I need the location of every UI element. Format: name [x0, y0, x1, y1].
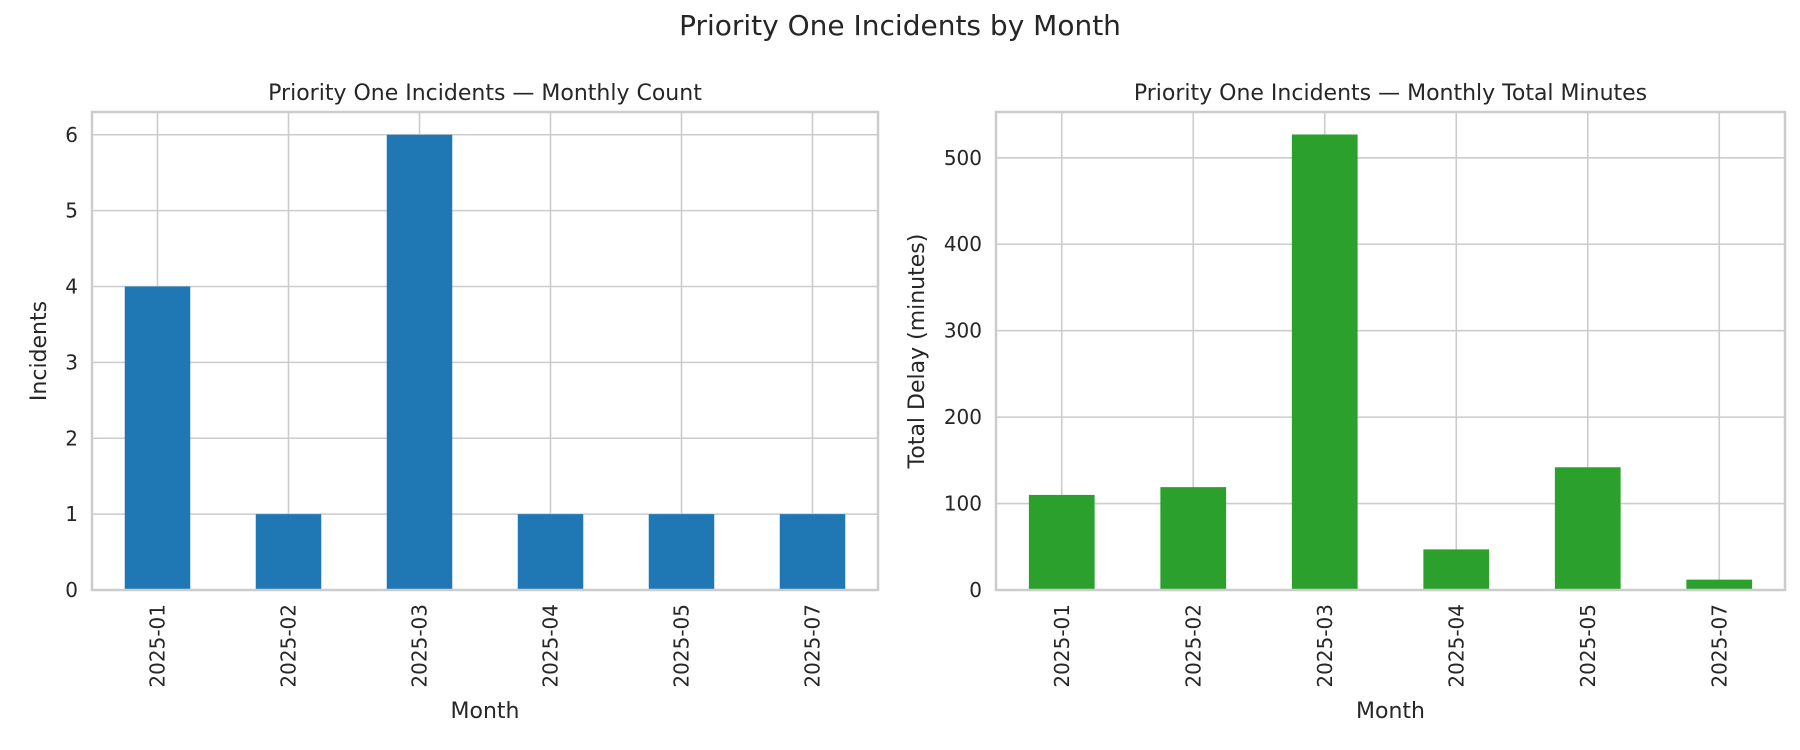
y-axis-label: Total Delay (minutes): [905, 234, 930, 470]
y-tick-label: 6: [65, 123, 78, 147]
y-tick-label: 2: [65, 426, 78, 450]
y-tick-label: 400: [944, 232, 982, 256]
y-tick-label: 0: [65, 578, 78, 602]
x-tick-label: 2025-07: [1707, 604, 1731, 688]
bar-2025-01: [124, 286, 191, 590]
x-tick-label: 2025-02: [1181, 604, 1205, 688]
y-tick-label: 0: [969, 578, 982, 602]
x-tick-label: 2025-07: [801, 604, 825, 688]
axes-frame: [994, 110, 1787, 592]
plot-area: [996, 112, 1785, 590]
axes-frame: [90, 110, 880, 592]
x-axis-label: Month: [451, 699, 520, 724]
bar-2025-04: [1423, 549, 1490, 590]
bar-2025-05: [648, 514, 715, 590]
x-tick-label: 2025-05: [670, 604, 694, 688]
y-tick-label: 200: [944, 405, 982, 429]
x-axis-label: Month: [1356, 699, 1425, 724]
x-tick-label: 2025-05: [1576, 604, 1600, 688]
chart-title: Priority One Incidents — Monthly Count: [268, 81, 702, 106]
chart-title: Priority One Incidents — Monthly Total M…: [1134, 81, 1647, 106]
bar-2025-03: [386, 134, 453, 590]
x-tick-label: 2025-03: [1313, 604, 1337, 688]
x-tick-label: 2025-01: [146, 604, 170, 688]
y-tick-label: 500: [944, 146, 982, 170]
x-tick-label: 2025-01: [1050, 604, 1074, 688]
bar-2025-02: [255, 514, 322, 590]
y-tick-label: 300: [944, 319, 982, 343]
x-tick-label: 2025-02: [277, 604, 301, 688]
total-minutes-chart: 0 100 200 300 400 500 2025-01 2025-02 2025-03 202…: [905, 81, 1787, 724]
bar-2025-02: [1160, 487, 1227, 590]
y-tick-label: 1: [65, 502, 78, 526]
bar-2025-03: [1291, 134, 1358, 590]
y-tick-label: 3: [65, 350, 78, 374]
plot-area: [92, 112, 878, 590]
x-tick-label: 2025-04: [1444, 604, 1468, 688]
bar-2025-05: [1554, 467, 1621, 590]
x-tick-label: 2025-03: [408, 604, 432, 688]
incident-count-chart: 0 1 2 3 4 5 6 2025-01 2025-02 2025-03 2025-04 2025-…: [27, 81, 880, 724]
figure-title: Priority One Incidents by Month: [679, 9, 1121, 42]
y-tick-label: 4: [65, 275, 78, 299]
y-tick-label: 5: [65, 199, 78, 223]
bar-2025-01: [1028, 494, 1095, 590]
bar-2025-07: [779, 514, 846, 590]
bar-2025-07: [1686, 579, 1753, 590]
x-tick-label: 2025-04: [539, 604, 563, 688]
bar-2025-04: [517, 514, 584, 590]
y-tick-label: 100: [944, 492, 982, 516]
y-axis-label: Incidents: [27, 301, 52, 401]
